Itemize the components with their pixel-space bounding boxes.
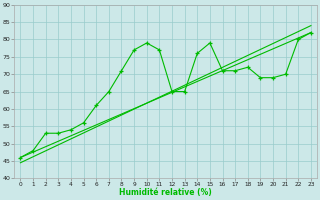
X-axis label: Humidité relative (%): Humidité relative (%) <box>119 188 212 197</box>
